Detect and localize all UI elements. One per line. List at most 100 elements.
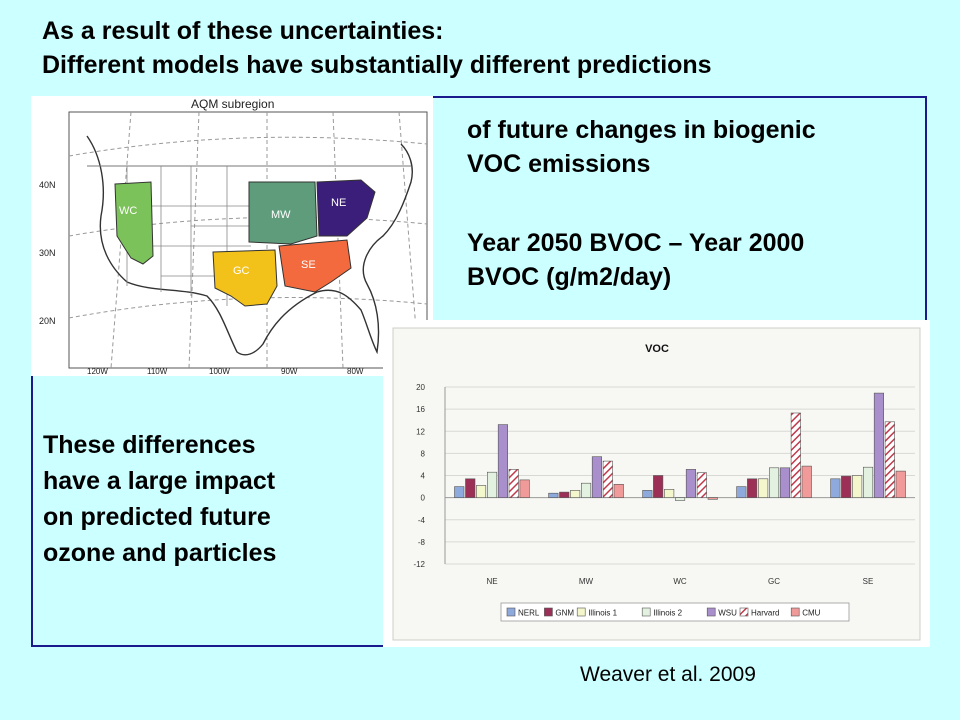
- bar-se-gnm: [841, 475, 852, 499]
- note-impact-line-4: ozone and particles: [43, 539, 277, 567]
- x-category-label: WC: [673, 577, 687, 586]
- lon-label-100w: 100W: [209, 367, 230, 376]
- legend-label: Illinois 2: [653, 609, 682, 618]
- bar-se-cmu: [895, 470, 906, 499]
- citation: Weaver et al. 2009: [580, 663, 756, 686]
- lat-label-20n: 20N: [39, 316, 56, 326]
- region-label-wc: WC: [119, 205, 137, 217]
- legend-swatch: [506, 607, 516, 617]
- note-bvoc-line-2: BVOC (g/m2/day): [467, 263, 672, 291]
- lon-label-120w: 120W: [87, 367, 108, 376]
- y-tick-label: 16: [416, 405, 425, 414]
- region-se: [278, 239, 352, 293]
- chart-title: VOC: [645, 343, 669, 355]
- note-bvoc-difference: Year 2050 BVOC – Year 2000 BVOC (g/m2/da…: [467, 226, 804, 294]
- slide-heading: As a result of these uncertainties: Diff…: [42, 14, 942, 82]
- bar-ne-gnm: [465, 478, 476, 498]
- heading-line-2: Different models have substantially diff…: [42, 51, 712, 79]
- lat-label-40n: 40N: [39, 180, 56, 190]
- legend-label: CMU: [802, 609, 820, 618]
- bar-se-harvard: [884, 421, 895, 498]
- note-impact-line-3: on predicted future: [43, 503, 271, 531]
- bar-gc-nerl: [736, 486, 747, 499]
- bar-wc-illinois-1: [664, 489, 675, 498]
- x-category-label: NE: [486, 577, 497, 586]
- region-label-gc: GC: [233, 265, 250, 277]
- x-category-label: GC: [768, 577, 780, 586]
- chart-x-categories: NE MW WC GC SE: [486, 577, 873, 586]
- lat-label-30n: 30N: [39, 248, 56, 258]
- legend-swatch: [576, 607, 586, 617]
- bar-wc-gnm: [653, 475, 664, 498]
- y-tick-label: -4: [418, 516, 426, 525]
- region-gc: [212, 249, 278, 307]
- bar-wc-harvard: [696, 472, 707, 498]
- bar-ne-harvard: [508, 469, 519, 498]
- y-tick-label: 8: [421, 449, 426, 458]
- legend-swatch: [641, 607, 651, 617]
- legend-label: Harvard: [751, 609, 779, 618]
- bar-ne-nerl: [454, 486, 465, 499]
- chart-bars: [454, 392, 906, 501]
- y-tick-label: -8: [418, 538, 426, 547]
- chart-legend: NERL GNM Illinois 1 Illinois 2 WSU Harvard CMU: [500, 602, 850, 622]
- bar-mw-harvard: [602, 460, 613, 498]
- region-mw: [248, 181, 318, 245]
- lon-label-110w: 110W: [147, 367, 168, 376]
- bar-wc-illinois-2: [674, 497, 686, 501]
- note-impact: These differences have a large impact on…: [43, 427, 276, 571]
- y-tick-label: 0: [421, 494, 426, 503]
- bar-gc-illinois-2: [768, 467, 780, 499]
- note-future-changes-line-2: VOC emissions: [467, 150, 651, 178]
- bar-gc-gnm: [747, 478, 758, 498]
- bar-mw-cmu: [613, 484, 624, 498]
- legend-label: Illinois 1: [588, 609, 617, 618]
- voc-chart: VOC 20 16 12 8 4 0 -4 -8 -12 NE MW WC GC SE NERL GNM I…: [392, 327, 921, 641]
- bar-gc-wsu: [779, 467, 791, 499]
- note-impact-line-2: have a large impact: [43, 467, 276, 495]
- y-tick-label: 12: [416, 427, 425, 436]
- legend-box: [500, 602, 850, 622]
- bar-gc-harvard: [790, 412, 801, 498]
- y-tick-label: -12: [413, 560, 425, 569]
- bar-mw-illinois-2: [581, 482, 592, 498]
- bar-gc-cmu: [801, 465, 812, 498]
- note-future-changes-line-1: of future changes in biogenic: [467, 116, 816, 144]
- lon-label-90w: 90W: [281, 367, 298, 376]
- bar-se-wsu: [873, 392, 885, 498]
- coastline: [86, 135, 413, 356]
- bar-wc-wsu: [685, 469, 697, 498]
- map-title: AQM subregion: [191, 97, 274, 111]
- legend-label: WSU: [718, 609, 737, 618]
- region-wc: [114, 181, 154, 265]
- x-category-label: MW: [579, 577, 594, 586]
- legend-swatch: [544, 607, 553, 617]
- bar-wc-cmu: [707, 497, 718, 500]
- bar-ne-illinois-1: [476, 485, 487, 498]
- aqm-subregion-map: AQM subregion: [31, 96, 433, 376]
- legend-label: GNM: [555, 609, 574, 618]
- y-tick-label: 20: [416, 383, 425, 392]
- bar-se-nerl: [830, 478, 841, 498]
- lon-label-80w: 80W: [347, 367, 364, 376]
- bar-se-illinois-1: [852, 475, 863, 498]
- region-label-se: SE: [301, 259, 316, 271]
- bar-ne-illinois-2: [487, 471, 498, 498]
- legend-swatch: [706, 607, 716, 617]
- bar-mw-wsu: [591, 456, 602, 498]
- bar-ne-wsu: [497, 424, 508, 498]
- bar-mw-illinois-1: [570, 490, 581, 498]
- region-ne: [316, 179, 376, 237]
- bar-se-illinois-2: [862, 466, 874, 498]
- bar-mw-gnm: [559, 491, 570, 498]
- x-category-label: SE: [863, 577, 874, 586]
- bar-ne-cmu: [519, 479, 530, 498]
- bar-gc-illinois-1: [758, 478, 769, 498]
- voc-chart-panel: VOC 20 16 12 8 4 0 -4 -8 -12 NE MW WC GC SE NERL GNM I…: [383, 320, 930, 647]
- legend-label: NERL: [518, 609, 540, 618]
- note-bvoc-line-1: Year 2050 BVOC – Year 2000: [467, 229, 805, 257]
- legend-swatch: [790, 607, 800, 617]
- region-label-ne: NE: [331, 197, 346, 209]
- region-label-mw: MW: [271, 209, 291, 221]
- legend-swatch: [739, 607, 749, 617]
